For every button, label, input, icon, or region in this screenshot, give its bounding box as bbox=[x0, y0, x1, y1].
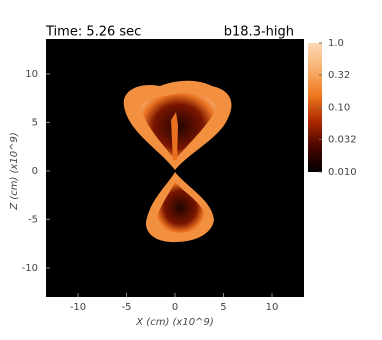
x-tick-label: 5 bbox=[220, 302, 226, 313]
x-tick-label: 10 bbox=[266, 302, 279, 313]
chart-title: Time: 5.26 sec bbox=[45, 25, 141, 40]
y-tick-label: 10 bbox=[25, 69, 38, 80]
colorbar-tick-label: 0.010 bbox=[328, 167, 357, 178]
y-tick-label: -10 bbox=[22, 263, 38, 274]
y-tick-label: 0 bbox=[32, 166, 38, 177]
lower-lobe-interior bbox=[156, 182, 205, 233]
x-tick-label: -5 bbox=[122, 302, 132, 313]
colorbar-tick-label: 0.032 bbox=[328, 134, 357, 145]
colorbar-tick-label: 1.0 bbox=[328, 38, 344, 49]
chart-subtitle: b18.3-high bbox=[224, 25, 294, 40]
simulation-image bbox=[123, 80, 232, 243]
y-axis-label: Z (cm) (x10^9) bbox=[9, 132, 20, 210]
x-tick-label: 0 bbox=[172, 302, 178, 313]
upper-lobe-interior bbox=[141, 93, 216, 160]
y-tick-label: -5 bbox=[28, 214, 38, 225]
upper-jet bbox=[171, 112, 178, 160]
colorbar-tick-label: 0.10 bbox=[328, 103, 350, 114]
x-tick-label: -10 bbox=[70, 302, 86, 313]
colorbar bbox=[308, 43, 322, 172]
y-tick-label: 5 bbox=[32, 117, 38, 128]
x-axis-label: X (cm) (x10^9) bbox=[135, 317, 213, 328]
colorbar-tick-label: 0.32 bbox=[328, 70, 350, 81]
